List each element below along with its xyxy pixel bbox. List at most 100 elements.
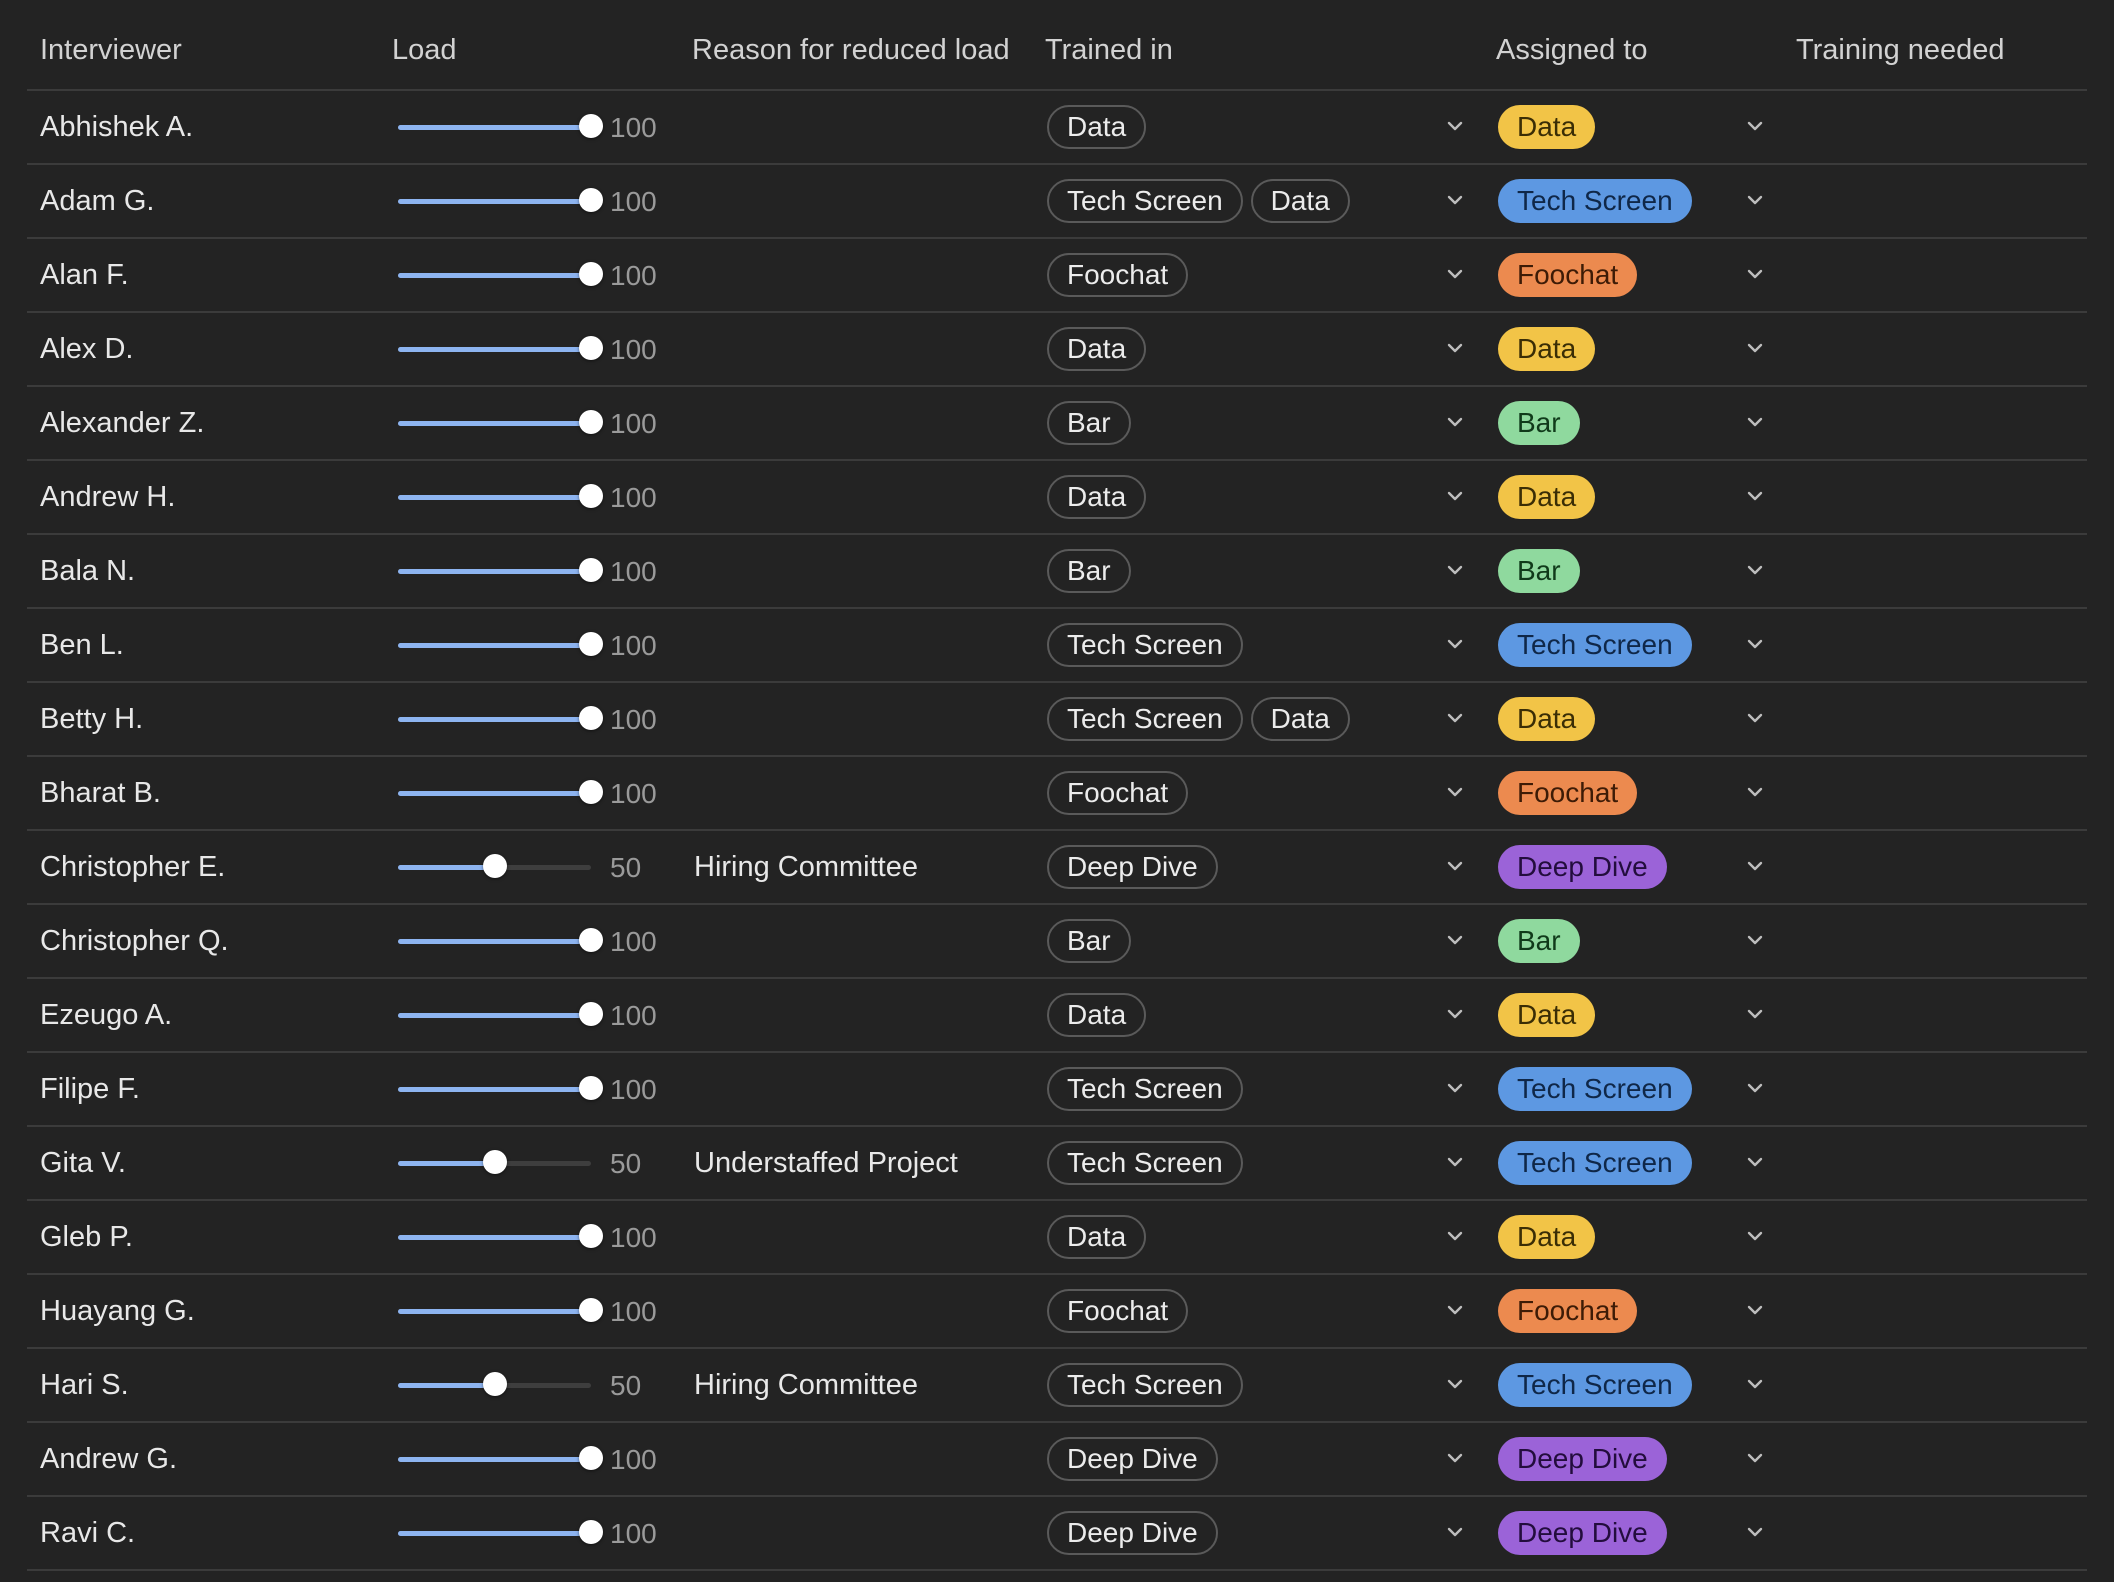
load-slider[interactable]	[398, 262, 603, 286]
load-slider[interactable]	[398, 114, 603, 138]
slider-thumb[interactable]	[579, 114, 603, 138]
chevron-down-icon[interactable]	[1446, 415, 1464, 429]
chevron-down-icon[interactable]	[1746, 859, 1764, 873]
assigned-to-tag[interactable]: Bar	[1498, 549, 1580, 593]
slider-thumb[interactable]	[579, 780, 603, 804]
trained-in-chip[interactable]: Data	[1047, 105, 1147, 149]
trained-in-list[interactable]: Tech Screen Data	[1047, 179, 1350, 223]
load-slider[interactable]	[398, 1002, 603, 1026]
trained-in-list[interactable]: Data	[1047, 327, 1147, 371]
chevron-down-icon[interactable]	[1446, 711, 1464, 725]
chevron-down-icon[interactable]	[1746, 933, 1764, 947]
slider-thumb[interactable]	[579, 1076, 603, 1100]
trained-in-chip[interactable]: Tech Screen	[1047, 697, 1243, 741]
slider-thumb[interactable]	[579, 928, 603, 952]
trained-in-chip[interactable]: Deep Dive	[1047, 845, 1218, 889]
trained-in-chip[interactable]: Deep Dive	[1047, 1511, 1218, 1555]
chevron-down-icon[interactable]	[1446, 1229, 1464, 1243]
trained-in-list[interactable]: Bar	[1047, 549, 1131, 593]
chevron-down-icon[interactable]	[1746, 1081, 1764, 1095]
slider-thumb[interactable]	[579, 632, 603, 656]
chevron-down-icon[interactable]	[1446, 1303, 1464, 1317]
slider-thumb[interactable]	[482, 1372, 507, 1396]
assigned-to-tag[interactable]: Data	[1498, 1215, 1596, 1259]
slider-thumb[interactable]	[579, 484, 603, 508]
trained-in-list[interactable]: Tech Screen	[1047, 623, 1243, 667]
trained-in-chip[interactable]: Bar	[1047, 919, 1131, 963]
assigned-to-tag[interactable]: Bar	[1498, 401, 1580, 445]
assigned-to-tag[interactable]: Deep Dive	[1498, 1437, 1667, 1481]
trained-in-chip[interactable]: Data	[1047, 993, 1147, 1037]
chevron-down-icon[interactable]	[1446, 563, 1464, 577]
trained-in-list[interactable]: Foochat	[1047, 771, 1189, 815]
assigned-to-tag[interactable]: Deep Dive	[1498, 1511, 1667, 1555]
column-header-assigned-to[interactable]: Assigned to	[1496, 34, 1648, 66]
chevron-down-icon[interactable]	[1446, 1007, 1464, 1021]
trained-in-list[interactable]: Tech Screen Data	[1047, 697, 1350, 741]
slider-thumb[interactable]	[579, 558, 603, 582]
trained-in-list[interactable]: Foochat	[1047, 253, 1189, 297]
trained-in-chip[interactable]: Tech Screen	[1047, 179, 1243, 223]
load-slider[interactable]	[398, 1520, 603, 1544]
chevron-down-icon[interactable]	[1446, 267, 1464, 281]
assigned-to-tag[interactable]: Bar	[1498, 919, 1580, 963]
trained-in-list[interactable]: Deep Dive	[1047, 845, 1218, 889]
load-slider[interactable]	[398, 188, 603, 212]
chevron-down-icon[interactable]	[1746, 119, 1764, 133]
chevron-down-icon[interactable]	[1446, 933, 1464, 947]
trained-in-list[interactable]: Deep Dive	[1047, 1511, 1218, 1555]
trained-in-list[interactable]: Foochat	[1047, 1289, 1189, 1333]
trained-in-list[interactable]: Tech Screen	[1047, 1067, 1243, 1111]
load-slider[interactable]	[398, 1076, 603, 1100]
chevron-down-icon[interactable]	[1746, 1155, 1764, 1169]
slider-thumb[interactable]	[579, 188, 603, 212]
chevron-down-icon[interactable]	[1446, 119, 1464, 133]
load-slider[interactable]	[398, 484, 603, 508]
trained-in-chip[interactable]: Foochat	[1047, 1289, 1189, 1333]
slider-thumb[interactable]	[482, 1150, 507, 1174]
assigned-to-tag[interactable]: Data	[1498, 327, 1596, 371]
slider-thumb[interactable]	[579, 1446, 603, 1470]
trained-in-list[interactable]: Tech Screen	[1047, 1363, 1243, 1407]
assigned-to-tag[interactable]: Tech Screen	[1498, 1363, 1692, 1407]
trained-in-list[interactable]: Data	[1047, 1215, 1147, 1259]
slider-thumb[interactable]	[579, 706, 603, 730]
assigned-to-tag[interactable]: Tech Screen	[1498, 623, 1692, 667]
assigned-to-tag[interactable]: Tech Screen	[1498, 1141, 1692, 1185]
assigned-to-tag[interactable]: Tech Screen	[1498, 1067, 1692, 1111]
assigned-to-tag[interactable]: Foochat	[1498, 253, 1638, 297]
chevron-down-icon[interactable]	[1746, 415, 1764, 429]
chevron-down-icon[interactable]	[1746, 711, 1764, 725]
trained-in-chip[interactable]: Data	[1250, 697, 1350, 741]
load-slider[interactable]	[398, 558, 603, 582]
trained-in-chip[interactable]: Tech Screen	[1047, 623, 1243, 667]
slider-thumb[interactable]	[482, 854, 507, 878]
chevron-down-icon[interactable]	[1746, 267, 1764, 281]
column-header-load[interactable]: Load	[392, 34, 457, 66]
column-header-reason[interactable]: Reason for reduced load	[692, 34, 1010, 66]
slider-thumb[interactable]	[579, 1224, 603, 1248]
load-slider[interactable]	[398, 780, 603, 804]
chevron-down-icon[interactable]	[1446, 1451, 1464, 1465]
chevron-down-icon[interactable]	[1746, 1229, 1764, 1243]
trained-in-list[interactable]: Data	[1047, 105, 1147, 149]
assigned-to-tag[interactable]: Foochat	[1498, 771, 1638, 815]
trained-in-chip[interactable]: Bar	[1047, 401, 1131, 445]
slider-thumb[interactable]	[579, 1520, 603, 1544]
chevron-down-icon[interactable]	[1746, 1451, 1764, 1465]
load-slider[interactable]	[398, 928, 603, 952]
chevron-down-icon[interactable]	[1746, 489, 1764, 503]
column-header-trained-in[interactable]: Trained in	[1045, 34, 1173, 66]
chevron-down-icon[interactable]	[1746, 563, 1764, 577]
trained-in-chip[interactable]: Tech Screen	[1047, 1363, 1243, 1407]
chevron-down-icon[interactable]	[1446, 489, 1464, 503]
slider-thumb[interactable]	[579, 410, 603, 434]
chevron-down-icon[interactable]	[1746, 785, 1764, 799]
chevron-down-icon[interactable]	[1446, 341, 1464, 355]
load-slider[interactable]	[398, 1150, 591, 1174]
slider-thumb[interactable]	[579, 336, 603, 360]
chevron-down-icon[interactable]	[1746, 1007, 1764, 1021]
load-slider[interactable]	[398, 336, 603, 360]
chevron-down-icon[interactable]	[1446, 1525, 1464, 1539]
chevron-down-icon[interactable]	[1746, 637, 1764, 651]
